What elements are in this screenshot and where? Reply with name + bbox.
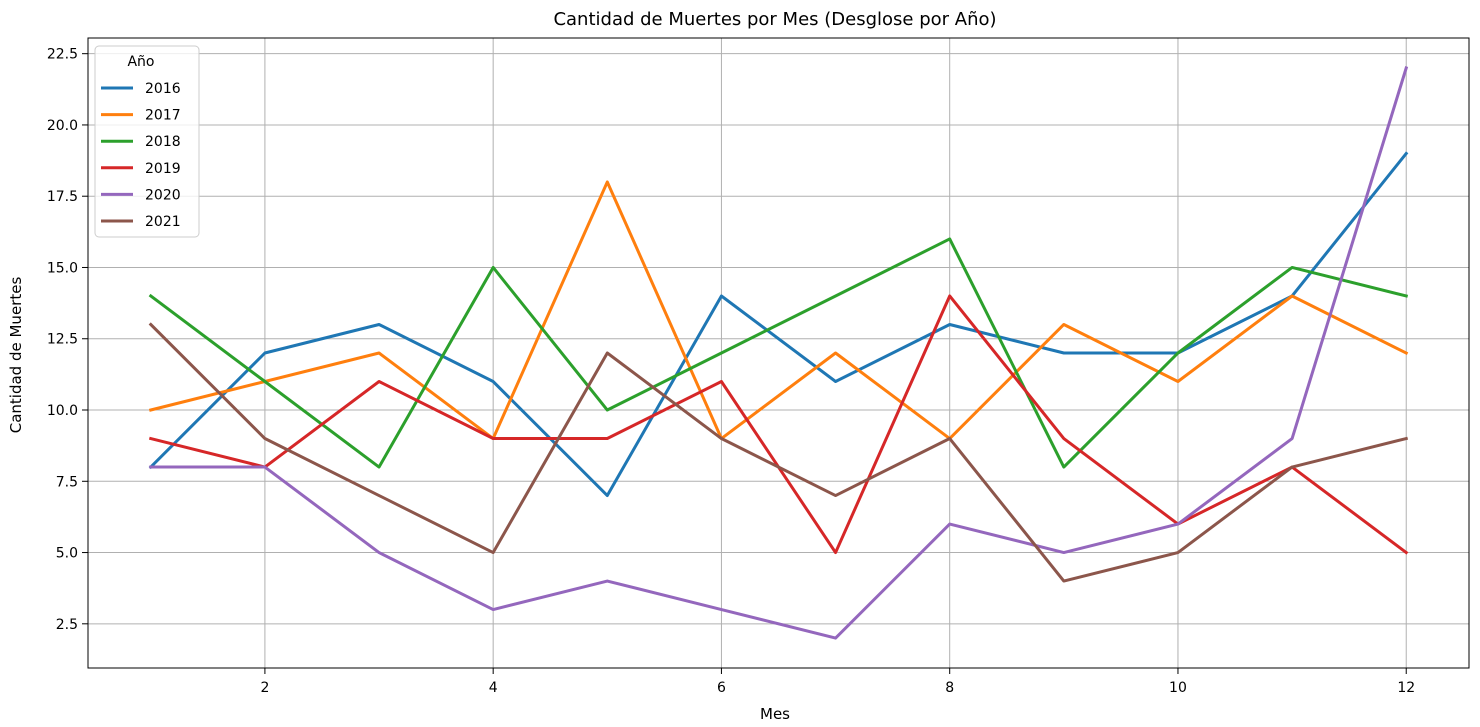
y-tick-label: 17.5 — [47, 189, 78, 205]
y-tick-label: 7.5 — [56, 474, 78, 490]
y-tick-label: 2.5 — [56, 617, 78, 633]
x-tick-label: 4 — [489, 680, 498, 696]
axes: 2 4 6 8 10 12 2.5 5.0 7.5 10.0 12.5 15.0 17.5 20.0 22.… — [47, 37, 1470, 696]
legend-label-2017: 2017 — [145, 108, 181, 124]
x-tick-label: 12 — [1397, 680, 1415, 696]
x-axis-title: Mes — [760, 705, 790, 723]
plot-frame — [87, 37, 1470, 669]
legend-label-2018: 2018 — [145, 134, 181, 150]
series-line-2020 — [149, 66, 1409, 640]
y-tick-label: 10.0 — [47, 403, 78, 419]
series-lines — [148, 66, 1409, 640]
y-tick-label: 5.0 — [56, 546, 78, 562]
y-tick-label: 22.5 — [47, 47, 78, 63]
legend-label-2020: 2020 — [145, 187, 181, 203]
x-tick-label: 10 — [1169, 680, 1187, 696]
legend-title: Año — [127, 54, 154, 70]
series-line-2018 — [148, 237, 1409, 469]
y-axis-title: Cantidad de Muertes — [7, 277, 25, 434]
legend-label-2016: 2016 — [145, 81, 181, 97]
x-tick-label: 2 — [260, 680, 269, 696]
y-tick-label: 12.5 — [47, 332, 78, 348]
series-line-2017 — [148, 180, 1409, 441]
y-tick-label: 15.0 — [47, 260, 78, 276]
series-line-2021 — [148, 322, 1409, 583]
legend-label-2021: 2021 — [145, 214, 181, 230]
legend: Año 2016 2017 2018 2019 2020 2021 — [94, 45, 200, 238]
chart-title: Cantidad de Muertes por Mes (Desglose po… — [553, 9, 996, 30]
x-tick-label: 6 — [717, 680, 726, 696]
legend-label-2019: 2019 — [145, 161, 181, 177]
legend-box — [94, 45, 200, 238]
y-tick-label: 20.0 — [47, 118, 78, 134]
grid — [88, 38, 1469, 668]
series-line-2016 — [148, 151, 1409, 498]
x-tick-label: 8 — [945, 680, 954, 696]
